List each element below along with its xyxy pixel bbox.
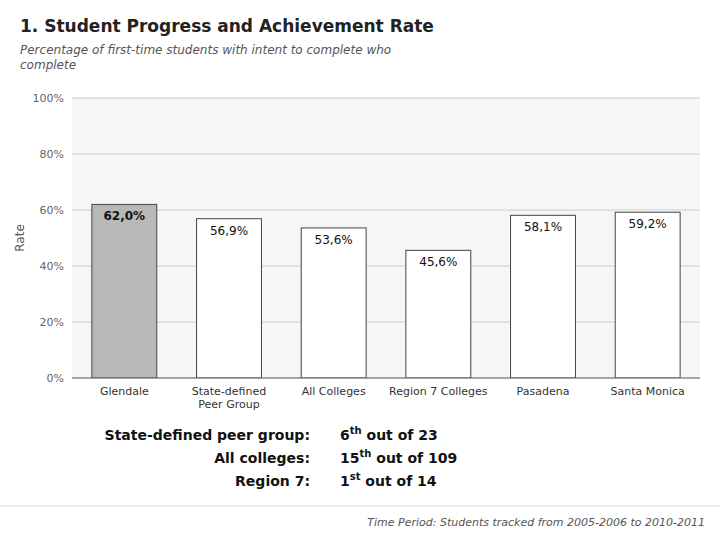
footnote: Time Period: Students tracked from 2005-… — [367, 516, 705, 529]
x-tick-label: Glendale — [100, 385, 149, 398]
grid-line — [72, 210, 700, 211]
grid-line — [72, 154, 700, 155]
bar — [406, 250, 471, 378]
data-label: 62,0% — [104, 209, 146, 223]
text-line: All Colleges — [302, 385, 366, 398]
rank-suffix: th — [350, 425, 362, 436]
rank: 15 — [340, 450, 359, 466]
grid-line — [72, 98, 700, 99]
bar — [197, 219, 262, 378]
grid-line — [72, 266, 700, 267]
chart: 1. Student Progress and Achievement Rate… — [0, 0, 720, 540]
data-label: 45,6% — [419, 255, 457, 269]
data-label: 58,1% — [524, 220, 562, 234]
title: 1. Student Progress and Achievement Rate — [20, 16, 434, 36]
footer-rule — [0, 506, 720, 507]
bars — [92, 204, 680, 378]
subtitle: Percentage of first-time students with i… — [20, 43, 391, 72]
x-tick-label: State-definedPeer Group — [192, 385, 267, 411]
bar — [511, 215, 576, 378]
y-tick-label: 0% — [47, 372, 64, 385]
rank: 6 — [340, 427, 350, 443]
text-line: Pasadena — [517, 385, 570, 398]
plot-background — [72, 98, 700, 378]
text-line: Peer Group — [198, 398, 259, 411]
rank-suffix: st — [350, 471, 361, 482]
data-label: 53,6% — [315, 233, 353, 247]
grid-line — [72, 322, 700, 323]
annotation-rank: 1st out of 14 — [340, 471, 437, 489]
grid-line — [72, 378, 700, 379]
text-line: Region 7 Colleges — [389, 385, 488, 398]
y-tick-label: 40% — [40, 260, 64, 273]
annotation-rank: 6th out of 23 — [340, 425, 438, 443]
bar — [92, 204, 157, 378]
y-tick-label: 20% — [40, 316, 64, 329]
data-label: 56,9% — [210, 224, 248, 238]
rank-rest: out of 109 — [371, 450, 457, 466]
x-axis-line — [72, 378, 700, 379]
text-line: Percentage of first-time students with i… — [20, 43, 391, 57]
rank-suffix: th — [359, 448, 371, 459]
text-line: State-defined — [192, 385, 267, 398]
x-tick-label: All Colleges — [302, 385, 366, 398]
data-label: 59,2% — [629, 217, 667, 231]
bar — [301, 228, 366, 378]
text-line: Santa Monica — [611, 385, 685, 398]
bar — [615, 212, 680, 378]
text-line: Glendale — [100, 385, 149, 398]
x-tick-label: Region 7 Colleges — [389, 385, 488, 398]
rank-rest: out of 14 — [360, 473, 436, 489]
x-tick-label: Santa Monica — [611, 385, 685, 398]
background — [0, 0, 720, 540]
annotation-label: State-defined peer group: — [105, 427, 310, 443]
y-tick-label: 80% — [40, 148, 64, 161]
annotation-rank: 15th out of 109 — [340, 448, 457, 466]
y-tick-label: 60% — [40, 204, 64, 217]
rank: 1 — [340, 473, 350, 489]
annotation-label: Region 7: — [235, 473, 310, 489]
rank-rest: out of 23 — [362, 427, 438, 443]
y-tick-label: 100% — [33, 92, 64, 105]
text-line: complete — [20, 58, 76, 72]
y-axis-label: Rate — [13, 224, 27, 252]
annotation-label: All colleges: — [214, 450, 310, 466]
x-tick-label: Pasadena — [517, 385, 570, 398]
